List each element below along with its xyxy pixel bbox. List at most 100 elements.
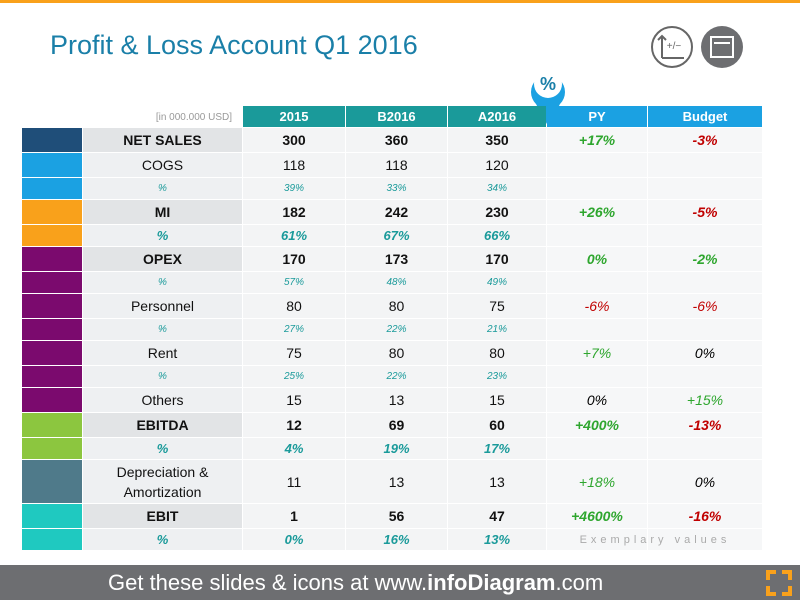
py-cell: -6% [547,294,647,318]
py-cell [547,529,647,550]
py-cell [547,153,647,177]
row-label: EBITDA [83,413,242,437]
value-cell: 242 [346,200,447,224]
value-cell: 57% [243,272,345,293]
budget-cell [648,225,762,246]
budget-cell [648,529,762,550]
value-cell: 19% [346,438,447,459]
budget-cell: -2% [648,247,762,271]
value-cell: 61% [243,225,345,246]
value-cell: 80 [346,341,447,365]
value-cell: 75 [243,341,345,365]
value-cell: 66% [448,225,546,246]
value-cell: 13 [346,388,447,412]
value-cell: 360 [346,128,447,152]
row-swatch [22,366,82,387]
py-cell [547,438,647,459]
svg-text:+/−: +/− [667,41,682,52]
py-cell: +4600% [547,504,647,528]
value-cell: 80 [346,294,447,318]
row-label: % [83,366,242,387]
row-swatch [22,178,82,199]
row-label: MI [83,200,242,224]
percent-marker: % [531,70,565,126]
value-cell: 1 [243,504,345,528]
value-cell: 56 [346,504,447,528]
column-header: PY [547,106,647,127]
row-swatch [22,438,82,459]
value-cell: 69 [346,413,447,437]
value-cell: 33% [346,178,447,199]
value-cell: 16% [346,529,447,550]
py-cell: +7% [547,341,647,365]
row-swatch [22,460,82,503]
budget-cell: -6% [648,294,762,318]
budget-cell: -16% [648,504,762,528]
value-cell: 182 [243,200,345,224]
value-cell: 47 [448,504,546,528]
value-cell: 15 [448,388,546,412]
row-swatch [22,272,82,293]
budget-cell [648,438,762,459]
icons: +/− [651,26,743,68]
footer: Get these slides & icons at www.infoDiag… [0,565,800,600]
py-cell: +18% [547,460,647,503]
value-cell: 75 [448,294,546,318]
value-cell: 48% [346,272,447,293]
value-cell: 25% [243,366,345,387]
row-swatch [22,294,82,318]
row-label: COGS [83,153,242,177]
footer-logo [766,570,792,596]
budget-cell: -3% [648,128,762,152]
row-swatch [22,529,82,550]
value-cell: 49% [448,272,546,293]
column-header: 2015 [243,106,345,127]
footer-text: Get these slides & icons at www. [108,570,428,595]
row-swatch [22,504,82,528]
value-cell: 170 [448,247,546,271]
py-cell: 0% [547,247,647,271]
row-label: % [83,272,242,293]
py-cell [547,319,647,340]
row-label: % [83,319,242,340]
py-cell: +17% [547,128,647,152]
row-swatch [22,153,82,177]
value-cell: 80 [243,294,345,318]
value-cell: 22% [346,319,447,340]
value-cell: 13 [346,460,447,503]
py-cell: 0% [547,388,647,412]
value-cell: 27% [243,319,345,340]
budget-cell: 0% [648,341,762,365]
value-cell: 13 [448,460,546,503]
budget-cell: +15% [648,388,762,412]
value-cell: 11 [243,460,345,503]
row-label: % [83,529,242,550]
budget-cell: -13% [648,413,762,437]
note: Exemplary values [579,533,731,546]
value-cell: 350 [448,128,546,152]
py-cell: +26% [547,200,647,224]
py-cell [547,366,647,387]
value-cell: 120 [448,153,546,177]
value-cell: 22% [346,366,447,387]
footer-brand: infoDiagram [427,570,556,595]
value-cell: 13% [448,529,546,550]
row-label: Depreciation & Amortization [83,460,242,503]
row-swatch [22,388,82,412]
value-cell: 0% [243,529,345,550]
py-cell: +400% [547,413,647,437]
budget-cell: -5% [648,200,762,224]
row-swatch [22,200,82,224]
budget-cell [648,178,762,199]
py-cell [547,178,647,199]
row-swatch [22,319,82,340]
row-swatch [22,341,82,365]
value-cell: 60 [448,413,546,437]
row-label: % [83,178,242,199]
value-cell: 15 [243,388,345,412]
row-label: % [83,225,242,246]
row-label: % [83,438,242,459]
value-cell: 170 [243,247,345,271]
row-swatch [22,413,82,437]
row-label: OPEX [83,247,242,271]
